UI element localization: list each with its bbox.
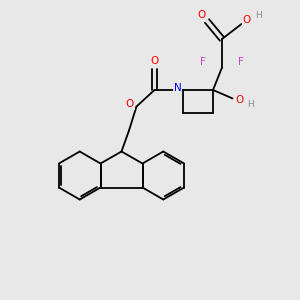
Text: H: H: [247, 100, 254, 109]
Text: O: O: [197, 10, 206, 20]
Text: F: F: [238, 57, 244, 67]
Text: O: O: [243, 15, 251, 26]
Text: N: N: [174, 82, 182, 93]
Text: O: O: [235, 95, 243, 105]
Text: F: F: [200, 57, 206, 67]
Text: O: O: [150, 56, 159, 67]
Text: O: O: [126, 99, 134, 109]
Text: H: H: [255, 11, 261, 20]
